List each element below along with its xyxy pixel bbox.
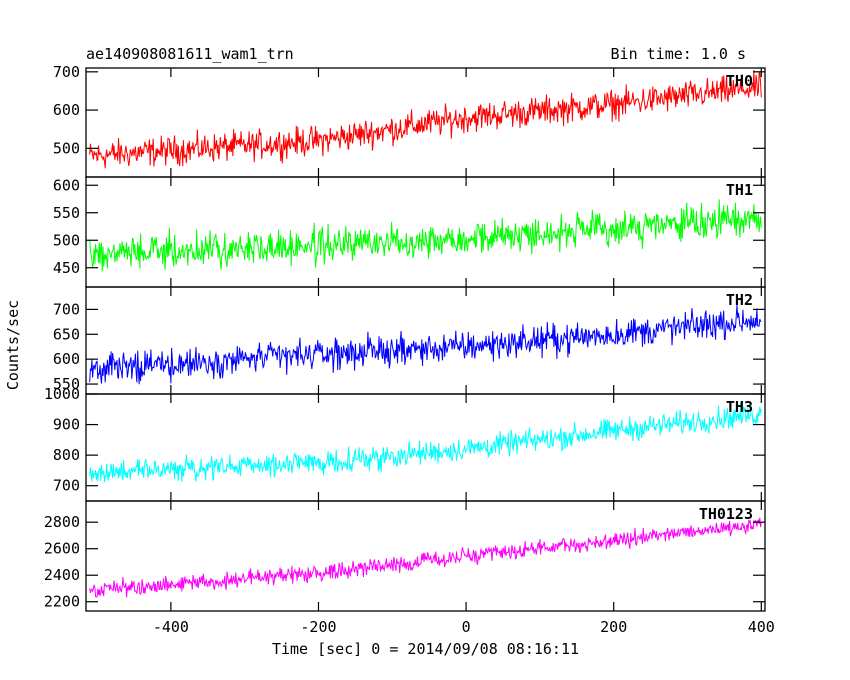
- series-label-th0: TH0: [726, 72, 753, 90]
- y-tick-label: 800: [53, 446, 80, 464]
- x-tick-label: 0: [462, 618, 471, 636]
- x-axis-label: Time [sec] 0 = 2014/09/08 08:16:11: [272, 640, 579, 658]
- chart-title-left: ae140908081611_wam1_trn: [86, 45, 294, 63]
- y-tick-label: 2200: [44, 593, 80, 611]
- y-tick-label: 600: [53, 101, 80, 119]
- y-tick-label: 600: [53, 350, 80, 368]
- series-label-th3: TH3: [726, 398, 753, 416]
- y-tick-label: 2400: [44, 566, 80, 584]
- y-tick-label: 550: [53, 375, 80, 393]
- x-tick-label: -200: [300, 618, 336, 636]
- x-tick-label: 400: [748, 618, 775, 636]
- y-axis-label: Counts/sec: [4, 300, 22, 390]
- series-line-th0: [89, 69, 762, 169]
- series-line-th0123: [89, 517, 762, 598]
- y-tick-label: 500: [53, 139, 80, 157]
- y-tick-label: 700: [53, 300, 80, 318]
- y-tick-label: 500: [53, 231, 80, 249]
- y-tick-label: 450: [53, 259, 80, 277]
- x-tick-label: 200: [600, 618, 627, 636]
- panel-frame-th3: [85, 393, 766, 502]
- y-tick-label: 900: [53, 416, 80, 434]
- series-label-th2: TH2: [726, 291, 753, 309]
- y-tick-label: 2800: [44, 513, 80, 531]
- panel-frame-th0123: [85, 500, 766, 612]
- series-line-th1: [89, 199, 762, 272]
- x-tick-label: -400: [153, 618, 189, 636]
- chart-title-right: Bin time: 1.0 s: [610, 45, 746, 63]
- y-tick-label: 700: [53, 63, 80, 81]
- y-tick-label: 700: [53, 477, 80, 495]
- y-tick-label: 550: [53, 204, 80, 222]
- y-tick-label: 2600: [44, 540, 80, 558]
- series-line-th2: [89, 304, 762, 385]
- y-tick-label: 600: [53, 176, 80, 194]
- series-label-th0123: TH0123: [699, 505, 753, 523]
- y-tick-label: 650: [53, 325, 80, 343]
- panel-frame-th2: [85, 286, 766, 395]
- y-tick-label: 1000: [44, 385, 80, 403]
- series-label-th1: TH1: [726, 181, 753, 199]
- series-line-th3: [89, 401, 762, 483]
